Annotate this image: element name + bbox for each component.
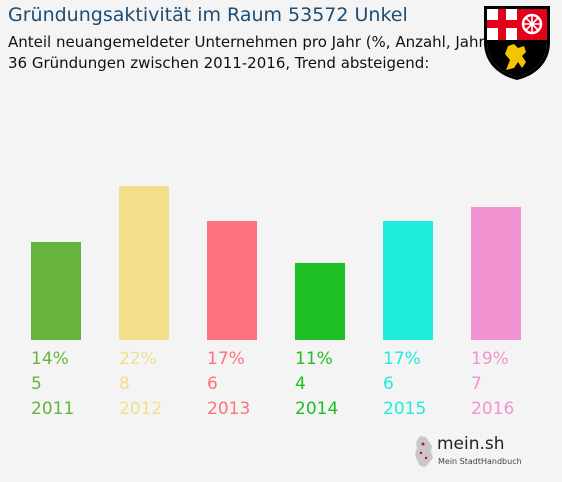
year-label-2012: 2012 [119, 399, 162, 419]
count-label-2015: 6 [383, 374, 394, 394]
count-label-2016: 7 [471, 374, 482, 394]
bar-2014 [295, 263, 345, 340]
year-label-2013: 2013 [207, 399, 250, 419]
percent-label-2012: 22% [119, 349, 157, 369]
year-label-2016: 2016 [471, 399, 514, 419]
year-label-2014: 2014 [295, 399, 338, 419]
bar-2011 [31, 242, 81, 340]
percent-label-2015: 17% [383, 349, 421, 369]
bar-2016 [471, 207, 521, 340]
chart-summary: 36 Gründungen zwischen 2011-2016, Trend … [8, 54, 430, 72]
coat-of-arms-icon [484, 6, 550, 80]
percent-label-2011: 14% [31, 349, 69, 369]
year-label-2011: 2011 [31, 399, 74, 419]
count-label-2012: 8 [119, 374, 130, 394]
percent-label-2016: 19% [471, 349, 509, 369]
bar-2015 [383, 221, 433, 340]
mein-sh-logo: mein.sh Mein StadtHandbuch [412, 432, 524, 472]
year-label-2015: 2015 [383, 399, 426, 419]
bar-2012 [119, 186, 169, 340]
bar-2013 [207, 221, 257, 340]
count-label-2014: 4 [295, 374, 306, 394]
chart-title: Gründungsaktivität im Raum 53572 Unkel [8, 4, 408, 26]
logo-wordmark: mein.sh [437, 434, 505, 454]
percent-label-2013: 17% [207, 349, 245, 369]
count-label-2013: 6 [207, 374, 218, 394]
count-label-2011: 5 [31, 374, 42, 394]
percent-label-2014: 11% [295, 349, 333, 369]
chart-subtitle: Anteil neuangemeldeter Unternehmen pro J… [8, 33, 491, 51]
germany-map-icon [415, 436, 433, 467]
logo-tagline: Mein StadtHandbuch [438, 457, 522, 466]
